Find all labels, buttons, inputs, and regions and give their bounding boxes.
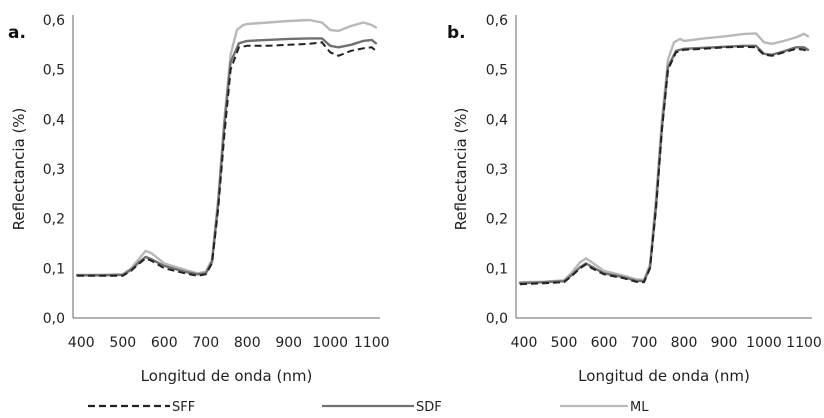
series-line-sff	[77, 41, 377, 277]
legend-label-ml: ML	[630, 400, 649, 415]
y-tick-label: 0,0	[486, 311, 508, 327]
x-tick-label: 500	[109, 335, 136, 351]
x-tick-label: 500	[551, 335, 578, 351]
x-axis-label: Longitud de onda (nm)	[141, 367, 313, 385]
chart-panel-b: b. 0,0 0,1 0,2 0,3 0,4 0,5 0,6 400 500 600 700 800 90…	[447, 13, 822, 385]
y-tick-label: 0,4	[486, 112, 508, 128]
y-tick-label: 0,2	[486, 212, 508, 228]
x-tick-label: 600	[591, 335, 618, 351]
x-tick-label: 900	[711, 335, 738, 351]
series-line-ml	[518, 32, 810, 284]
legend-label-sff: SFF	[172, 400, 195, 415]
x-tick-label: 1100	[354, 335, 390, 351]
x-tick-label: 900	[275, 335, 302, 351]
y-tick-label: 0,4	[43, 112, 65, 128]
series-line-ml	[75, 18, 378, 276]
x-tick-label: 400	[68, 335, 95, 351]
series-line-sdf	[518, 44, 810, 285]
y-tick-label: 0,0	[43, 311, 65, 327]
legend-label-sdf: SDF	[416, 400, 442, 415]
series-line-sdf	[75, 37, 378, 277]
y-tick-label: 0,5	[43, 63, 65, 79]
y-axis-label: Reflectancia (%)	[10, 108, 28, 231]
chart-panel-a: a. 0,0 0,1 0,2 0,3 0,4 0,5 0,6 400 500 600 700 800 90…	[8, 13, 390, 385]
panel-label: b.	[447, 23, 466, 43]
y-axis-label: Reflectancia (%)	[452, 108, 470, 231]
y-tick-label: 0,1	[486, 261, 508, 277]
y-tick-label: 0,3	[486, 162, 508, 178]
y-tick-label: 0,6	[486, 13, 508, 29]
y-tick-label: 0,6	[43, 13, 65, 29]
x-tick-label: 1100	[786, 335, 822, 351]
y-tick-label: 0,2	[43, 212, 65, 228]
panel-label: a.	[8, 23, 26, 43]
x-tick-label: 1000	[312, 335, 348, 351]
y-tick-label: 0,5	[486, 63, 508, 79]
y-tick-label: 0,3	[43, 162, 65, 178]
x-tick-label: 700	[192, 335, 219, 351]
y-tick-label: 0,1	[43, 261, 65, 277]
x-axis-label: Longitud de onda (nm)	[578, 367, 750, 385]
x-tick-label: 1000	[746, 335, 782, 351]
series-line-sff	[519, 45, 809, 286]
legend: SFF SDF ML	[88, 400, 649, 415]
x-tick-label: 600	[151, 335, 178, 351]
x-tick-label: 700	[631, 335, 658, 351]
x-tick-label: 800	[234, 335, 261, 351]
x-tick-label: 800	[671, 335, 698, 351]
x-tick-label: 400	[511, 335, 538, 351]
